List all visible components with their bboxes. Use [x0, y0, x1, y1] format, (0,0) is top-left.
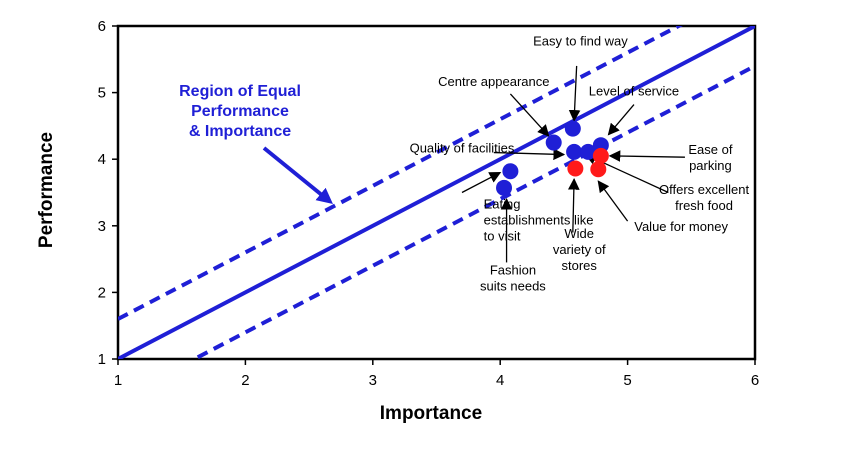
- annotation-label: Fashion suits needs: [480, 262, 546, 293]
- data-point-blue: [566, 143, 583, 160]
- y-tick-label: 1: [98, 351, 106, 368]
- annotation-label: Offers excellent fresh food: [659, 182, 749, 213]
- region-label: Region of Equal Performance & Importance: [179, 83, 301, 140]
- data-point-red: [592, 147, 609, 164]
- y-tick-label: 6: [98, 18, 106, 35]
- annotation-label: Easy to find way: [533, 33, 628, 48]
- upper-band-line: [118, 26, 683, 321]
- data-point-blue: [502, 163, 519, 180]
- annotation-arrow: [607, 104, 635, 136]
- annotation-arrow: [568, 65, 581, 122]
- data-point-red: [567, 160, 584, 177]
- annotation-arrow: [461, 171, 502, 194]
- annotation-label: Level of service: [589, 83, 679, 98]
- annotation-label: Wide variety of stores: [553, 226, 606, 273]
- y-axis-title: Performance: [36, 132, 57, 248]
- x-tick-label: 4: [496, 372, 504, 389]
- annotation-label: Ease of parking: [688, 142, 732, 173]
- annotation-arrow: [493, 148, 566, 161]
- data-point-blue: [580, 143, 597, 160]
- annotation-label: Eating establishments like to visit: [484, 196, 594, 243]
- y-tick-label: 4: [98, 151, 106, 168]
- x-tick-label: 6: [751, 372, 759, 389]
- annotation-label: Value for money: [634, 219, 728, 234]
- y-tick-label: 2: [98, 284, 106, 301]
- equality-line: [118, 26, 755, 359]
- data-point-blue: [564, 120, 581, 137]
- annotation-arrow: [597, 180, 629, 222]
- x-tick-label: 1: [114, 372, 122, 389]
- region-arrow: [262, 146, 333, 205]
- annotation-label: Centre appearance: [438, 74, 549, 89]
- x-tick-label: 5: [623, 372, 631, 389]
- y-tick-label: 3: [98, 218, 106, 235]
- annotation-arrow: [608, 150, 685, 162]
- y-tick-label: 5: [98, 85, 106, 102]
- data-point-blue: [496, 179, 513, 196]
- x-tick-label: 3: [369, 372, 377, 389]
- data-point-blue: [545, 134, 562, 151]
- annotation-label: Quality of facilities: [410, 141, 515, 156]
- annotation-arrow: [509, 93, 550, 137]
- annotation-arrow: [567, 178, 580, 233]
- x-axis-title: Importance: [380, 403, 482, 424]
- lower-band-line: [190, 64, 755, 359]
- data-point-red: [590, 161, 607, 178]
- x-tick-label: 2: [241, 372, 249, 389]
